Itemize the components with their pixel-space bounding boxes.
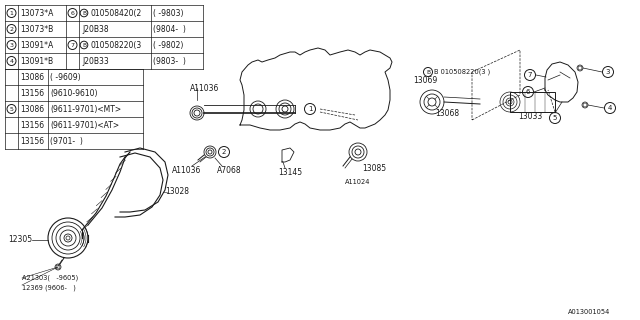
Text: A21303(   -9605): A21303( -9605) (22, 275, 78, 281)
Text: A11036: A11036 (172, 165, 202, 174)
Text: 1: 1 (308, 106, 312, 112)
Text: 7: 7 (70, 43, 74, 47)
Text: 13156: 13156 (20, 137, 44, 146)
Text: 12305: 12305 (8, 236, 32, 244)
Text: 13073*B: 13073*B (20, 25, 53, 34)
Text: B: B (82, 11, 86, 15)
Text: (9611-9701)<AT>: (9611-9701)<AT> (50, 121, 119, 130)
Text: 5: 5 (553, 115, 557, 121)
Text: J20B33: J20B33 (82, 57, 109, 66)
Text: A11036: A11036 (190, 84, 220, 92)
Text: B: B (426, 69, 430, 75)
Text: 13085: 13085 (362, 164, 386, 172)
Text: 13069: 13069 (413, 76, 437, 84)
Text: 13086: 13086 (20, 105, 44, 114)
Text: ( -9609): ( -9609) (50, 73, 81, 82)
Text: 13086: 13086 (20, 73, 44, 82)
Text: (9803-  ): (9803- ) (153, 57, 186, 66)
Text: A11024: A11024 (345, 179, 371, 185)
Text: J20B38: J20B38 (82, 25, 109, 34)
Text: (9611-9701)<MT>: (9611-9701)<MT> (50, 105, 121, 114)
Text: 6: 6 (70, 11, 74, 15)
Text: (9610-9610): (9610-9610) (50, 89, 97, 98)
Text: ( -9803): ( -9803) (153, 9, 184, 18)
Text: 3: 3 (10, 43, 13, 47)
Text: 3: 3 (605, 69, 611, 75)
Text: 010508420(2: 010508420(2 (90, 9, 141, 18)
Text: 7: 7 (528, 72, 532, 78)
Text: 5: 5 (10, 107, 13, 111)
Text: B 010508220(3 ): B 010508220(3 ) (434, 69, 490, 75)
Text: 13068: 13068 (435, 108, 459, 117)
Text: 13073*A: 13073*A (20, 9, 53, 18)
Text: B: B (82, 43, 86, 47)
Text: 4: 4 (10, 59, 13, 63)
Text: (9701-  ): (9701- ) (50, 137, 83, 146)
Text: 12369 (9606-   ): 12369 (9606- ) (22, 285, 76, 291)
Text: A7068: A7068 (217, 165, 242, 174)
Text: A013001054: A013001054 (568, 309, 611, 315)
Text: 010508220(3: 010508220(3 (90, 41, 141, 50)
Text: 13033: 13033 (518, 111, 542, 121)
Text: 13091*A: 13091*A (20, 41, 53, 50)
Text: 13156: 13156 (20, 121, 44, 130)
Text: 13028: 13028 (165, 188, 189, 196)
Text: ( -9802): ( -9802) (153, 41, 184, 50)
Text: 2: 2 (10, 27, 13, 31)
Text: (9804-  ): (9804- ) (153, 25, 186, 34)
Text: 1: 1 (10, 11, 13, 15)
Text: 13091*B: 13091*B (20, 57, 53, 66)
Text: 13145: 13145 (278, 167, 302, 177)
Text: 4: 4 (608, 105, 612, 111)
Text: 13156: 13156 (20, 89, 44, 98)
Text: 6: 6 (525, 89, 531, 95)
Text: 2: 2 (222, 149, 226, 155)
